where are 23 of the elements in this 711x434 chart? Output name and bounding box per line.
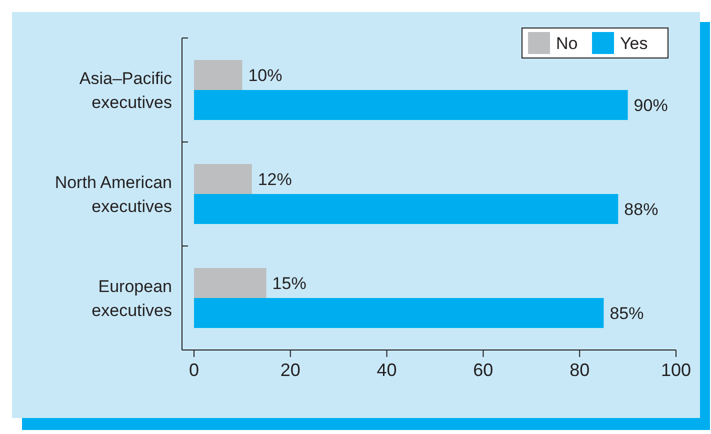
data-label: 15% xyxy=(272,274,306,293)
y-tick-label: European executives xyxy=(92,276,172,320)
data-label: 10% xyxy=(248,66,282,85)
legend-label: No xyxy=(556,34,578,53)
x-tick-label: 60 xyxy=(473,360,494,380)
legend-label: Yes xyxy=(620,34,648,53)
data-label: 90% xyxy=(634,96,668,115)
x-tick-label: 100 xyxy=(660,360,692,380)
data-label: 85% xyxy=(610,304,644,323)
data-label: 12% xyxy=(258,170,292,189)
data-label: 88% xyxy=(624,200,658,219)
bar xyxy=(194,60,242,90)
x-tick-label: 0 xyxy=(188,360,200,380)
bar xyxy=(194,268,266,298)
x-tick-label: 40 xyxy=(376,360,397,380)
x-tick-label: 20 xyxy=(280,360,300,380)
bar xyxy=(194,194,618,224)
bar xyxy=(194,90,628,120)
y-tick-label: North American executives xyxy=(54,172,172,216)
y-tick-label: Asia–Pacific executives xyxy=(79,68,172,112)
bar xyxy=(194,298,604,328)
bar xyxy=(194,164,252,194)
x-tick-label: 80 xyxy=(570,360,590,380)
